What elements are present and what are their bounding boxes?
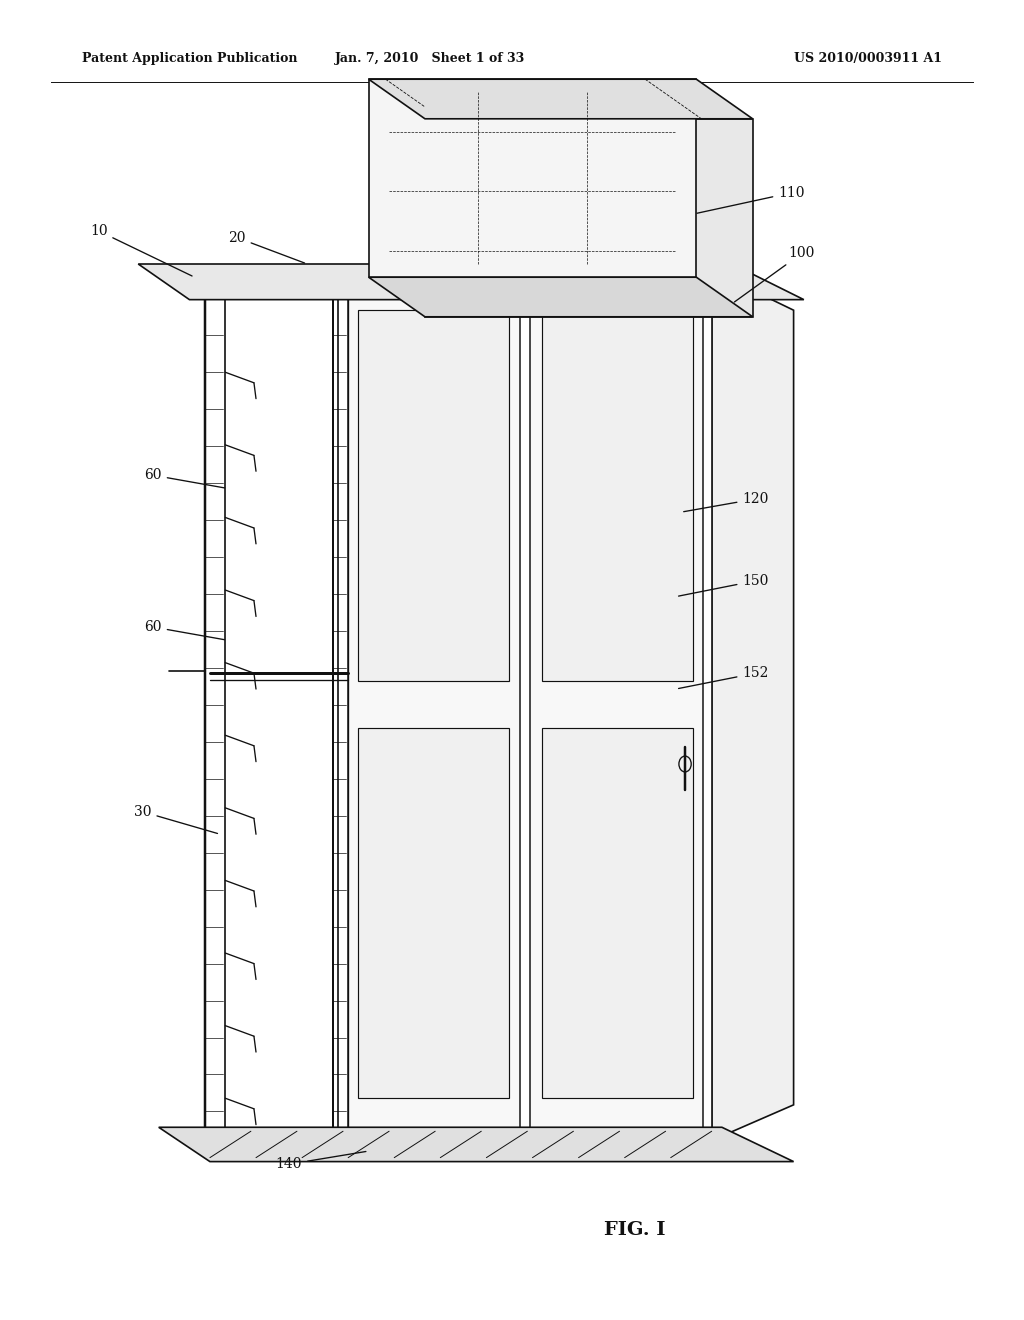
Polygon shape (543, 310, 693, 681)
Polygon shape (138, 264, 804, 300)
Text: 100: 100 (734, 247, 815, 302)
Text: 60: 60 (144, 469, 224, 488)
Polygon shape (543, 727, 693, 1098)
Text: 140: 140 (275, 1151, 366, 1171)
Text: 150: 150 (679, 574, 769, 597)
Polygon shape (425, 119, 753, 317)
Polygon shape (358, 310, 509, 681)
Polygon shape (348, 277, 519, 1131)
Polygon shape (159, 1127, 794, 1162)
Text: 120: 120 (684, 492, 769, 512)
Text: Jan. 7, 2010   Sheet 1 of 33: Jan. 7, 2010 Sheet 1 of 33 (335, 51, 525, 65)
Text: 110: 110 (697, 186, 805, 214)
Polygon shape (369, 277, 753, 317)
Text: 10: 10 (90, 224, 193, 276)
Polygon shape (712, 271, 794, 1140)
Text: 20: 20 (228, 231, 304, 263)
Text: Patent Application Publication: Patent Application Publication (82, 51, 297, 65)
Polygon shape (369, 79, 696, 277)
FancyBboxPatch shape (260, 276, 288, 292)
Text: 152: 152 (679, 667, 769, 689)
Text: 30: 30 (134, 805, 217, 833)
Polygon shape (358, 727, 509, 1098)
Text: FIG. I: FIG. I (604, 1221, 666, 1239)
Polygon shape (530, 277, 703, 1131)
Polygon shape (338, 271, 712, 1140)
Text: US 2010/0003911 A1: US 2010/0003911 A1 (794, 51, 942, 65)
Text: 60: 60 (144, 620, 224, 640)
FancyBboxPatch shape (219, 276, 247, 292)
FancyBboxPatch shape (301, 276, 329, 292)
Polygon shape (369, 79, 753, 119)
